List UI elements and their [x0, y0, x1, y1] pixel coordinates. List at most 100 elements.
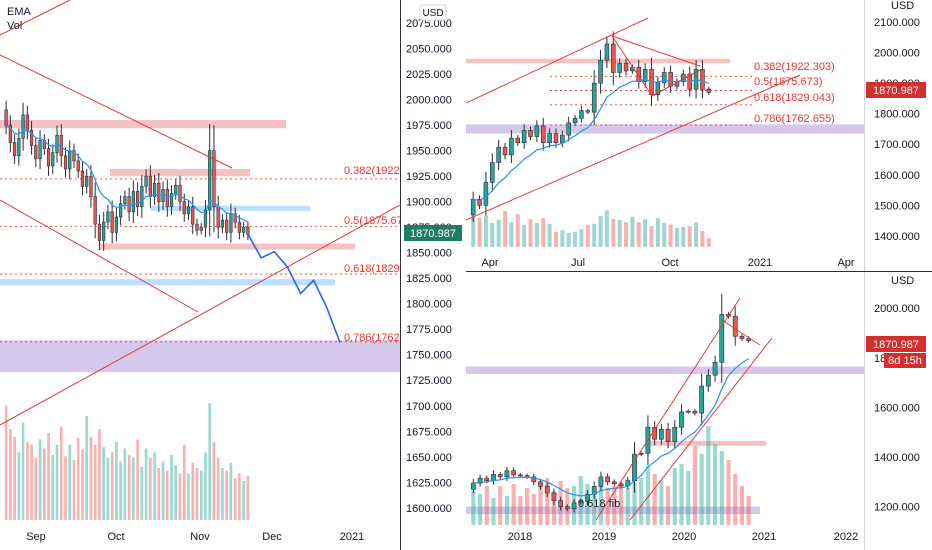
volume-bar	[47, 432, 50, 520]
candle-body	[85, 175, 89, 187]
volume-bar	[38, 439, 42, 520]
trend-channel-line	[0, 199, 199, 313]
volume-bar	[515, 214, 520, 247]
volume-bar	[216, 457, 220, 520]
volume-bar	[659, 480, 664, 525]
candle-body	[553, 133, 559, 143]
volume-bar	[617, 219, 622, 247]
candle-body	[566, 122, 571, 136]
x-tick-label: Apr	[837, 257, 854, 269]
y-tick-label: 1700.000	[406, 401, 452, 413]
zone-resistance	[650, 440, 766, 446]
zone-fib-0.618	[466, 506, 760, 515]
candle-body	[131, 191, 135, 213]
y-tick-label: 1925.000	[406, 171, 452, 183]
volume-bar	[484, 486, 489, 525]
price-tag	[866, 82, 926, 98]
candle-body	[547, 133, 552, 143]
volume-bar	[605, 488, 610, 525]
volume-bar	[178, 473, 182, 520]
volume-bar	[161, 461, 165, 520]
y-tick-label: 1600.000	[874, 170, 920, 182]
fib-label: 0.786(1762	[344, 332, 400, 344]
candle-body	[17, 138, 21, 157]
volume-bar	[624, 222, 629, 247]
volume-bar	[225, 470, 228, 520]
candle-body	[97, 223, 102, 241]
volume-bar	[182, 444, 186, 520]
volume-bar	[531, 494, 536, 525]
candle-body	[144, 175, 148, 187]
y-tick-label: 1200.000	[874, 502, 920, 514]
candle-body	[538, 481, 543, 487]
volume-bar	[524, 488, 530, 525]
currency-badge	[419, 4, 447, 21]
volume-bar	[204, 452, 207, 520]
volume-bar	[662, 223, 667, 247]
candle-body	[572, 117, 578, 124]
volume-bar	[566, 233, 571, 247]
candle-body	[246, 226, 250, 235]
volume-bar	[681, 227, 686, 247]
volume-bar	[739, 486, 745, 525]
y-tick-label: 1750.000	[406, 350, 452, 362]
volume-bar	[9, 429, 12, 520]
candle-body	[521, 130, 527, 143]
x-tick-label: 2021	[752, 531, 776, 543]
candle-body	[491, 474, 496, 481]
indicator-vol-label[interactable]: Vol	[7, 20, 23, 32]
volume-bar	[212, 442, 216, 520]
volume-bar	[140, 466, 144, 520]
candle-body	[72, 150, 76, 162]
volume-bar	[579, 229, 584, 247]
candle-body	[668, 72, 673, 87]
volume-bar	[229, 462, 233, 520]
candle-body	[732, 315, 738, 337]
volume-bar	[528, 219, 533, 247]
price-tag	[866, 336, 926, 352]
volume-bar	[719, 451, 724, 525]
volume-bar	[72, 460, 76, 520]
volume-bar	[55, 444, 59, 520]
candle-body	[598, 59, 603, 84]
volume-bar	[34, 457, 38, 520]
candle-body	[638, 453, 644, 455]
volume-bar	[127, 455, 131, 520]
candle-body	[233, 213, 237, 223]
indicator-ema-label[interactable]: EMA	[7, 6, 31, 18]
candle-body	[623, 62, 629, 72]
volume-bar	[98, 429, 101, 520]
candle-body	[229, 213, 233, 233]
volume-bar	[668, 224, 673, 247]
candle-body	[611, 43, 616, 73]
volume-bar	[191, 462, 195, 520]
volume-bar	[242, 481, 245, 520]
volume-bar	[687, 226, 692, 247]
candle-body	[63, 155, 68, 170]
candle-body	[242, 226, 246, 233]
x-tick-label: 2019	[592, 531, 616, 543]
volume-bar	[504, 496, 510, 525]
candle-body	[551, 492, 557, 501]
volume-bar	[598, 215, 603, 247]
volume-bar	[59, 426, 63, 520]
volume-bar	[592, 223, 597, 247]
candle-body	[679, 411, 684, 428]
volume-bar	[483, 215, 488, 247]
y-tick-label: 2075.000	[406, 18, 452, 30]
volume-bar	[30, 444, 33, 520]
candle-body	[739, 335, 745, 339]
candle-body	[123, 196, 127, 205]
candle-body	[186, 206, 191, 215]
candle-body	[483, 182, 489, 206]
candle-body	[8, 124, 12, 143]
volume-bar	[471, 207, 476, 247]
volume-bar	[679, 464, 684, 525]
volume-bar	[538, 486, 543, 525]
y-tick-label: 1500.000	[874, 200, 920, 212]
x-tick-label: 2021	[748, 257, 772, 269]
trend-channel-line	[0, 54, 233, 169]
candle-body	[161, 189, 165, 202]
y-tick-label: 1400.000	[874, 231, 920, 243]
candle-body	[661, 72, 667, 83]
